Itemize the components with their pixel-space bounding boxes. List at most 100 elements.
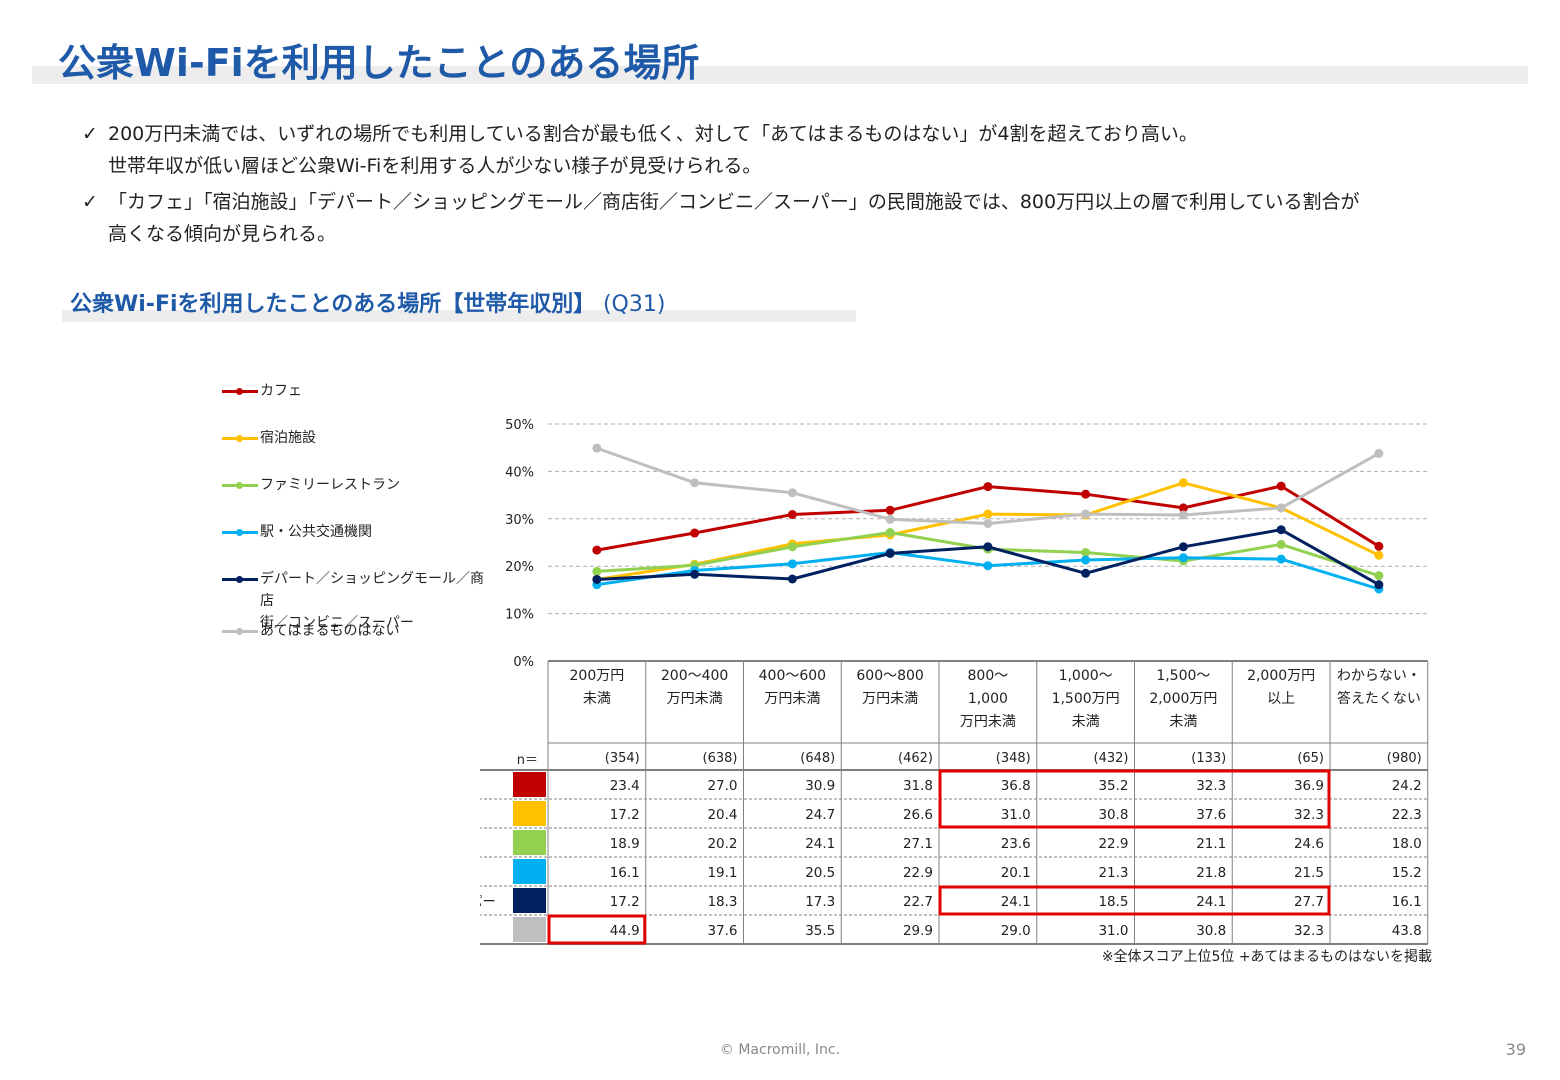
data-point bbox=[983, 482, 993, 492]
legend-line-marker-icon bbox=[220, 624, 260, 638]
table-cell-value: 21.8 bbox=[1196, 865, 1226, 881]
row-color-swatch bbox=[513, 830, 546, 855]
x-category-label: 万円未満 bbox=[862, 691, 918, 707]
sample-size: (648) bbox=[800, 751, 835, 766]
data-point bbox=[787, 510, 797, 520]
table-cell-value: 17.2 bbox=[610, 894, 640, 910]
legend-label: デパート／ショッピングモール／商店 街／コンビニ／スーパー bbox=[260, 571, 484, 631]
table-cell-value: 43.8 bbox=[1392, 923, 1422, 939]
table-cell-value: 32.3 bbox=[1294, 807, 1324, 823]
table-cell-value: 21.1 bbox=[1196, 836, 1226, 852]
table-cell-value: 17.3 bbox=[805, 894, 835, 910]
subtitle-underline-band bbox=[62, 310, 856, 322]
data-point bbox=[1374, 448, 1384, 458]
page-title: 公衆Wi-Fiを利用したことのある場所 bbox=[58, 41, 700, 85]
table-cell-value: 21.5 bbox=[1294, 865, 1324, 881]
x-category-label: 2,000万円 bbox=[1247, 668, 1315, 684]
x-category-label: 万円未満 bbox=[667, 691, 723, 707]
chart-subtitle: 公衆Wi-Fiを利用したことのある場所【世帯年収別】 (Q31) bbox=[70, 286, 665, 318]
x-category-label: 1,500万円 bbox=[1052, 691, 1120, 707]
x-category-label: 1,000 bbox=[968, 691, 1008, 707]
table-cell-value: 24.7 bbox=[805, 807, 835, 823]
data-point bbox=[592, 545, 602, 555]
data-point bbox=[1081, 555, 1091, 565]
table-cell-value: 36.9 bbox=[1294, 778, 1324, 794]
x-category-label: 答えたくない bbox=[1337, 690, 1421, 707]
data-point bbox=[885, 528, 895, 538]
data-point bbox=[787, 488, 797, 498]
data-point bbox=[690, 569, 700, 579]
table-cell-value: 18.3 bbox=[707, 894, 737, 910]
data-point bbox=[1374, 550, 1384, 560]
data-point bbox=[592, 443, 602, 453]
bullet-2-line-1: 「カフェ」「宿泊施設」「デパート／ショッピングモール／商店街／コンビニ／スーパー… bbox=[108, 191, 1360, 213]
table-cell-value: 27.1 bbox=[903, 836, 933, 852]
n-label: n＝ bbox=[517, 753, 538, 768]
data-point bbox=[1276, 525, 1286, 535]
y-tick-label: 10% bbox=[505, 608, 534, 623]
table-cell-value: 16.1 bbox=[1392, 894, 1422, 910]
sample-size: (133) bbox=[1191, 751, 1226, 766]
legend-label: あてはまるものはない bbox=[260, 623, 400, 639]
sample-size: (462) bbox=[898, 751, 933, 766]
table-cell-value: 26.6 bbox=[903, 807, 933, 823]
data-point bbox=[787, 542, 797, 552]
highlight-box bbox=[938, 769, 1331, 829]
table-cell-value: 22.7 bbox=[903, 894, 933, 910]
data-point bbox=[1178, 510, 1188, 520]
table-cell-value: 20.5 bbox=[805, 865, 835, 881]
table-cell-value: 18.0 bbox=[1392, 836, 1422, 852]
data-point bbox=[1178, 503, 1188, 513]
row-color-swatch bbox=[513, 859, 546, 884]
bullet-1-line-2: 世帯年収が低い層ほど公衆Wi-Fiを利用する人が少ない様子が見受けられる。 bbox=[108, 155, 762, 177]
y-tick-label: 40% bbox=[505, 465, 534, 480]
table-cell-value: 19.1 bbox=[707, 865, 737, 881]
table-cell-value: 18.9 bbox=[610, 836, 640, 852]
data-point bbox=[885, 514, 895, 524]
x-category-label: 200～400 bbox=[661, 668, 728, 684]
legend-line-marker-icon bbox=[220, 525, 260, 539]
data-point bbox=[1081, 509, 1091, 519]
line-chart-with-table: 0% 10% 20% 30% 40% 50% 200万円未満 200～400 万円未満 400～6… bbox=[480, 418, 1429, 945]
y-tick-label: 0% bbox=[513, 655, 534, 670]
row-color-swatch bbox=[513, 772, 546, 797]
chart-subtitle-text: 公衆Wi-Fiを利用したことのある場所【世帯年収別】 bbox=[70, 292, 596, 317]
table-cell-value: 31.0 bbox=[1098, 923, 1128, 939]
row-label: デパート／ショッピングモール／商店街／コンビニ／スーパー bbox=[480, 893, 496, 910]
table-cell-value: 20.4 bbox=[707, 807, 737, 823]
table-cell-value: 20.2 bbox=[707, 836, 737, 852]
x-category-label: 未満 bbox=[583, 691, 611, 707]
data-point bbox=[787, 574, 797, 584]
summary-bullets: ✓ 200万円未満では、いずれの場所でも利用している割合が最も低く、対して「あて… bbox=[82, 118, 1482, 254]
table-cell-value: 35.5 bbox=[805, 923, 835, 939]
data-point bbox=[787, 559, 797, 569]
table-cell-value: 30.8 bbox=[1196, 923, 1226, 939]
x-category-label: わからない・ bbox=[1337, 668, 1421, 684]
table-cell-value: 29.9 bbox=[903, 923, 933, 939]
data-point bbox=[983, 509, 993, 519]
x-category-label: 未満 bbox=[1169, 714, 1197, 730]
check-icon: ✓ bbox=[82, 191, 98, 213]
bullet-1-line-1: 200万円未満では、いずれの場所でも利用している割合が最も低く、対して「あてはま… bbox=[108, 123, 1198, 145]
bullet-2-line-2: 高くなる傾向が見られる。 bbox=[108, 223, 337, 245]
bullet-2: ✓ 「カフェ」「宿泊施設」「デパート／ショッピングモール／商店街／コンビニ／スー… bbox=[82, 186, 1482, 250]
data-point bbox=[1081, 568, 1091, 578]
table-cell-value: 24.1 bbox=[805, 836, 835, 852]
table-cell-value: 24.1 bbox=[1196, 894, 1226, 910]
table-cell-value: 18.5 bbox=[1098, 894, 1128, 910]
legend-line-marker-icon bbox=[220, 384, 260, 398]
x-category-label: 200万円 bbox=[570, 668, 625, 684]
row-color-swatch bbox=[513, 888, 546, 913]
data-point bbox=[592, 566, 602, 576]
data-point bbox=[1178, 478, 1188, 488]
bullet-1: ✓ 200万円未満では、いずれの場所でも利用している割合が最も低く、対して「あて… bbox=[82, 118, 1482, 182]
series-line-3 bbox=[596, 551, 1380, 591]
legend-line-marker-icon bbox=[220, 478, 260, 492]
data-point bbox=[690, 528, 700, 538]
sample-size: (980) bbox=[1387, 751, 1422, 766]
legend-label: カフェ bbox=[260, 383, 302, 399]
legend-label: ファミリーレストラン bbox=[260, 477, 400, 493]
data-point bbox=[1081, 489, 1091, 499]
x-category-label: 万円未満 bbox=[764, 691, 820, 707]
row-color-swatch bbox=[513, 917, 546, 942]
